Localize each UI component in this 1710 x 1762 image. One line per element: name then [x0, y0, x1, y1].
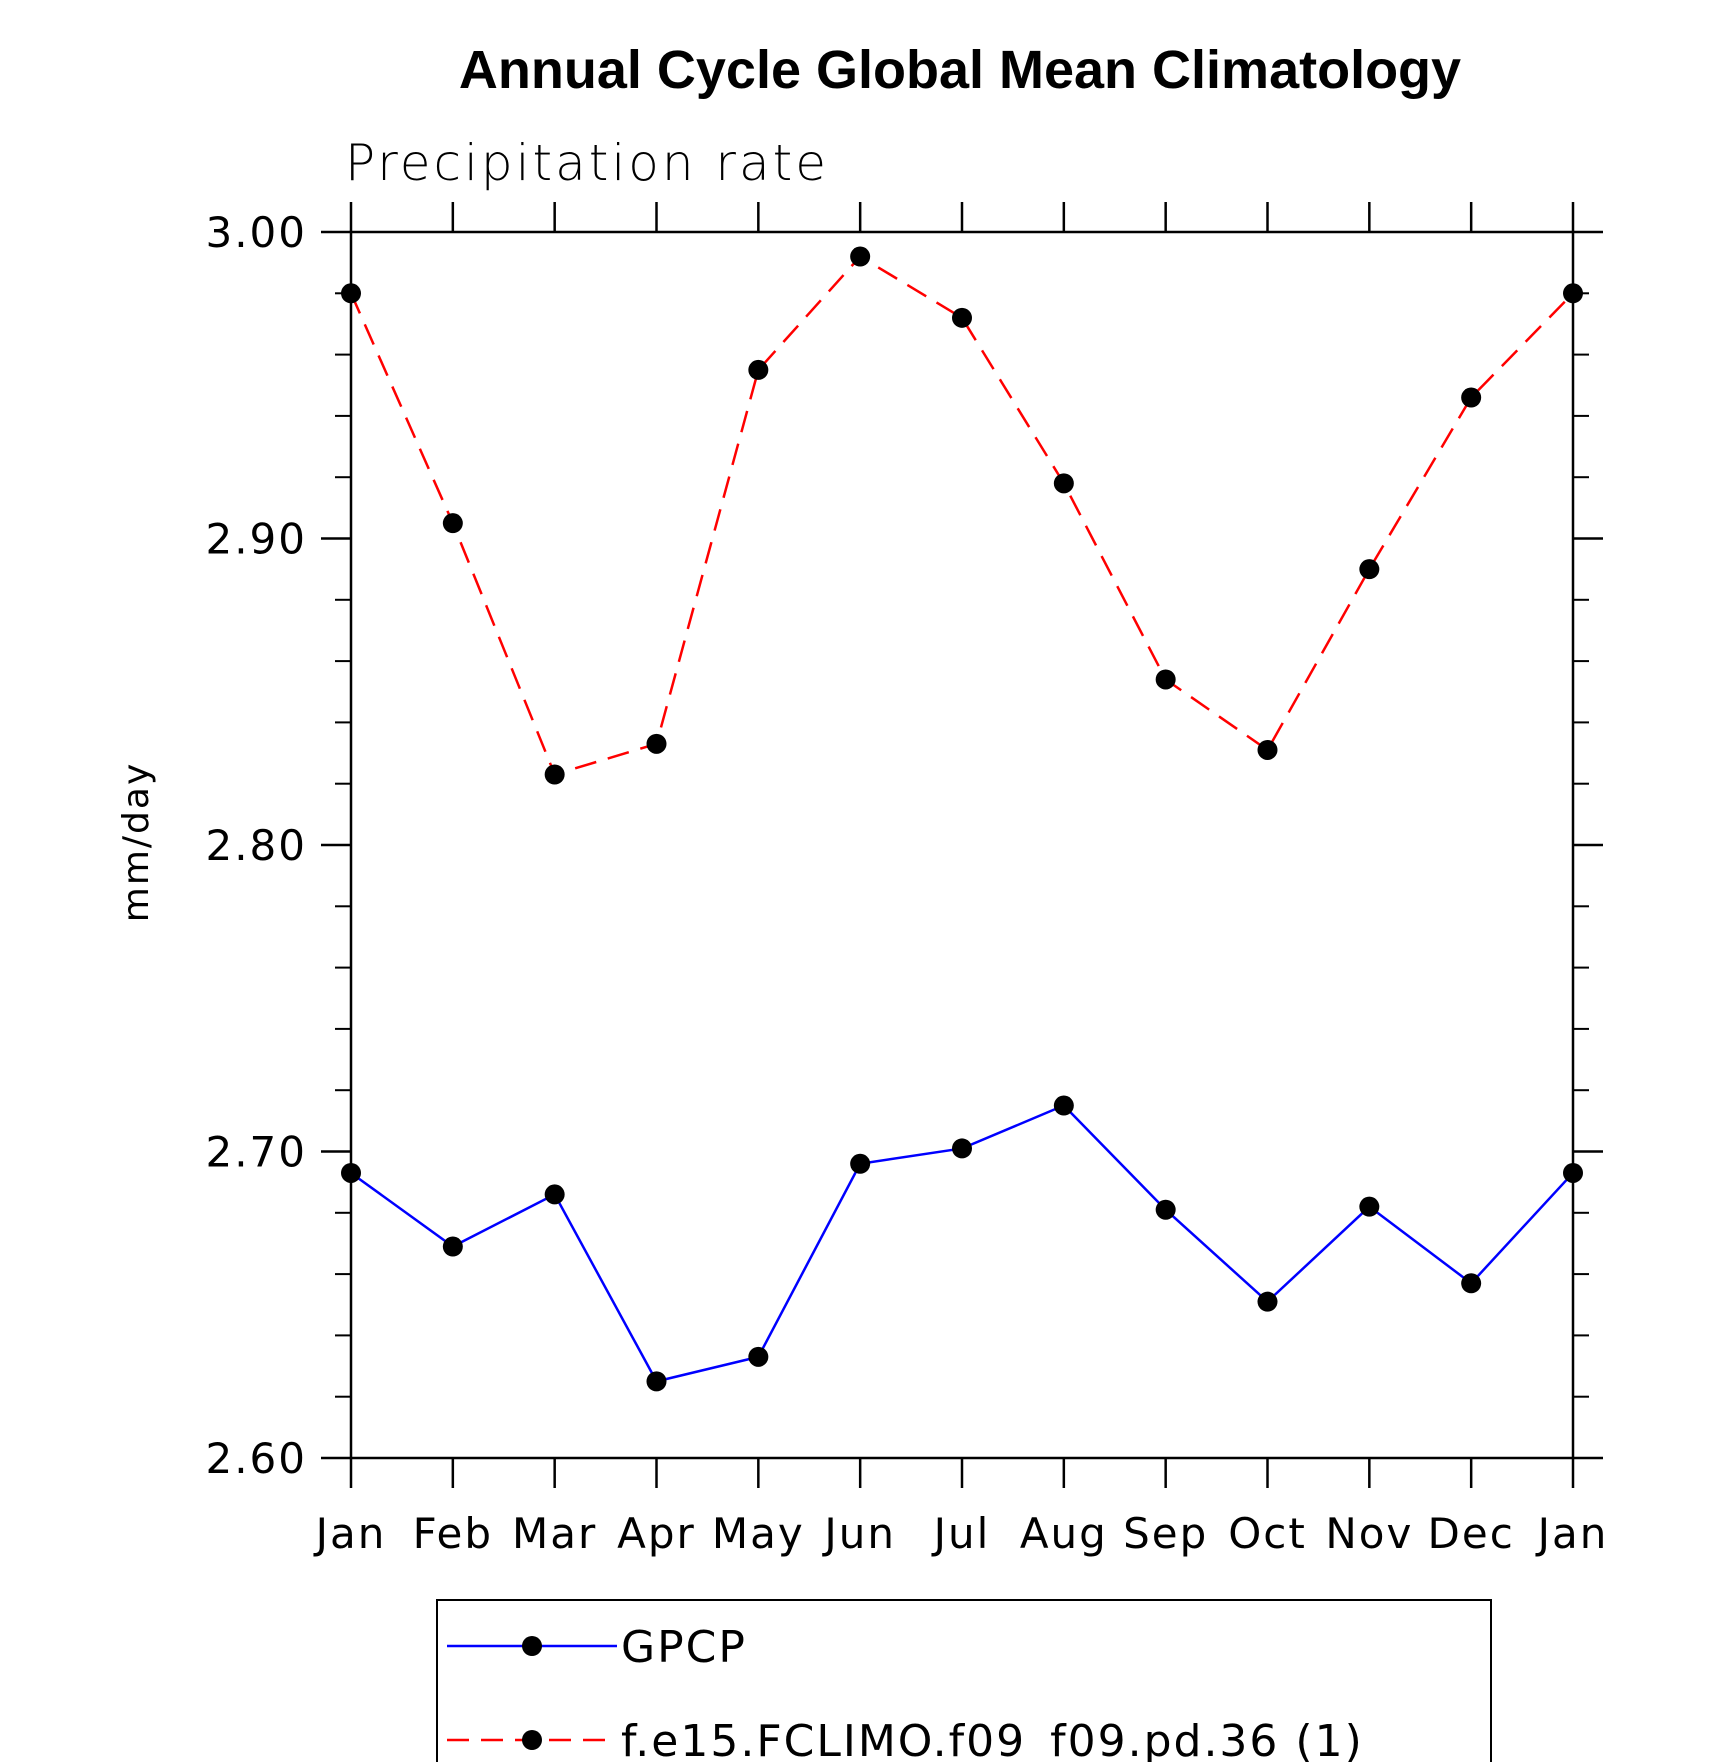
legend-item: f.e15.FCLIMO.f09_f09.pd.36 (1) [447, 1716, 1364, 1762]
legend-label: f.e15.FCLIMO.f09_f09.pd.36 (1) [621, 1716, 1364, 1762]
x-tick-label: Dec [1428, 1509, 1515, 1558]
data-point [850, 1153, 871, 1174]
data-point [952, 307, 972, 328]
series-line [349, 254, 1574, 777]
data-point [646, 733, 667, 754]
data-point [1257, 739, 1278, 760]
data-point [544, 1184, 565, 1205]
x-tick-label: Nov [1325, 1509, 1413, 1558]
data-point [442, 513, 463, 534]
data-point [850, 246, 871, 267]
x-tick-label: Sep [1123, 1509, 1208, 1558]
data-point [341, 283, 361, 304]
data-point [544, 764, 565, 785]
y-axis-label: mm/day [116, 762, 157, 922]
series-1 [341, 1095, 1583, 1392]
x-tick-label: Jul [931, 1509, 991, 1558]
y-tick-label: 2.80 [205, 821, 307, 870]
data-point [442, 1236, 463, 1257]
chart-subtitle: Precipitation rate [345, 134, 829, 192]
data-point [1563, 1162, 1583, 1183]
y-tick-label: 2.70 [205, 1128, 307, 1177]
x-tick-label: Oct [1228, 1509, 1307, 1558]
data-point [1461, 387, 1482, 408]
legend-label: GPCP [621, 1622, 747, 1673]
series-group [341, 246, 1583, 1392]
data-point [1053, 1095, 1074, 1116]
data-point [646, 1371, 667, 1392]
legend-box [436, 1599, 1492, 1762]
legend-marker [522, 1636, 542, 1656]
data-point [748, 359, 769, 380]
plot-frame [349, 230, 1575, 1460]
data-point [748, 1346, 769, 1367]
data-point [1155, 669, 1176, 690]
x-tick-label: Aug [1020, 1509, 1108, 1558]
x-tick-label: Mar [512, 1509, 597, 1558]
data-point [1563, 283, 1583, 304]
data-point [1461, 1273, 1482, 1294]
legend-marker [522, 1730, 542, 1750]
data-point [952, 1138, 972, 1159]
chart-title: Annual Cycle Global Mean Climatology [459, 40, 1461, 100]
data-point [1155, 1199, 1176, 1220]
x-tick-label: Jun [821, 1509, 896, 1558]
legend-item: GPCP [447, 1622, 747, 1673]
x-tick-label: Jan [313, 1509, 387, 1558]
legend: GPCP f.e15.FCLIMO.f09_f09.pd.36 (1) [436, 1599, 1492, 1762]
y-tick-label: 3.00 [205, 208, 307, 257]
y-tick-label: 2.90 [205, 515, 307, 564]
x-tick-label: Jan [1535, 1509, 1609, 1558]
data-point [1257, 1291, 1278, 1312]
x-tick-label: Feb [413, 1509, 493, 1558]
data-point [1359, 559, 1380, 580]
data-point [341, 1162, 361, 1183]
x-tick-label: Apr [617, 1509, 696, 1558]
data-point [1359, 1196, 1380, 1217]
series-2 [341, 246, 1583, 785]
y-tick-label: 2.60 [205, 1434, 307, 1483]
x-tick-label: May [712, 1509, 805, 1558]
data-point [1053, 473, 1074, 494]
